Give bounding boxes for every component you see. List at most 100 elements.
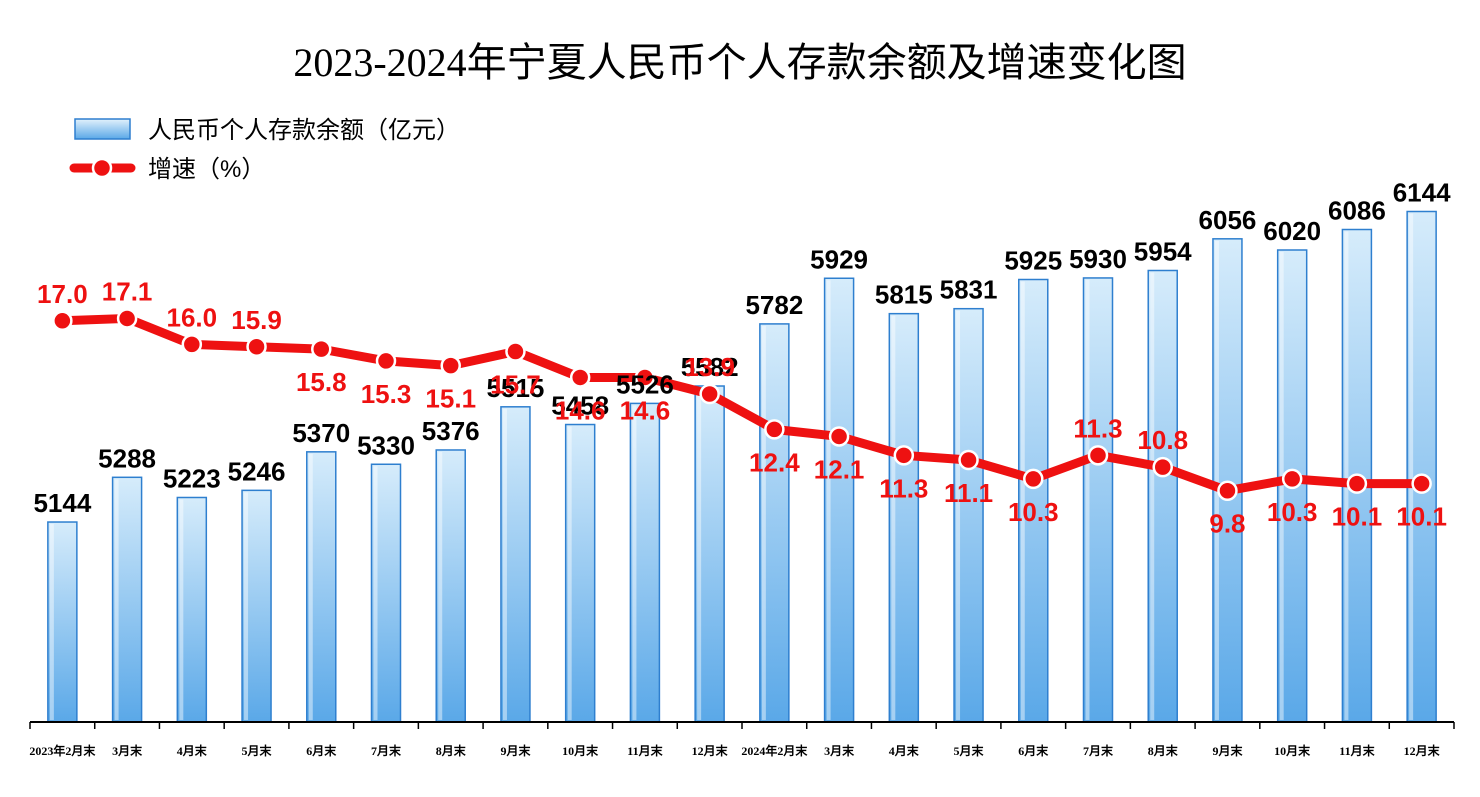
bar-value-label: 5376	[422, 416, 480, 446]
growth-value-label: 15.7	[490, 369, 541, 399]
x-tick-label: 12月末	[692, 743, 729, 758]
bar-value-label: 5370	[292, 418, 350, 448]
growth-point	[440, 355, 461, 376]
bar-highlight	[697, 388, 702, 720]
bar	[47, 521, 78, 723]
growth-value-label: 10.3	[1008, 497, 1059, 527]
x-tick-label: 6月末	[306, 743, 337, 758]
growth-point	[1087, 445, 1109, 466]
bar-value-label: 5930	[1069, 244, 1127, 274]
growth-point	[893, 445, 915, 466]
legend: 人民币个人存款余额（亿元） 增速（%）	[69, 117, 460, 183]
bar-value-label: 5246	[228, 456, 286, 486]
x-tick-label: 11月末	[627, 743, 663, 758]
growth-point	[1411, 473, 1432, 494]
bar-value-label: 5831	[940, 275, 998, 305]
bar-highlight	[1020, 281, 1025, 720]
x-tick-label: 9月末	[1212, 743, 1243, 758]
bar-highlight	[567, 426, 572, 720]
bar-highlight	[891, 315, 896, 720]
growth-value-label: 10.1	[1332, 502, 1383, 532]
bar	[888, 312, 920, 723]
growth-point	[1217, 480, 1238, 501]
bar	[306, 451, 337, 723]
bar-highlight	[761, 325, 766, 720]
x-tick-label: 4月末	[889, 743, 920, 758]
bar-highlight	[114, 479, 119, 720]
growth-value-label: 11.1	[944, 478, 993, 508]
x-tick-label: 7月末	[371, 743, 402, 758]
bar-highlight	[1085, 279, 1090, 720]
growth-value-label: 16.0	[167, 302, 218, 332]
bar-highlight	[1279, 252, 1284, 720]
growth-value-label: 17.1	[102, 276, 153, 306]
x-axis: 2023年2月末 3月末 4月末 5月末 6月末 7月末 8月末 9月末 10月末 11月末 12月…	[29, 721, 1455, 758]
bar	[629, 402, 661, 723]
bar-highlight	[1344, 231, 1349, 721]
bar-value-label: 6020	[1263, 216, 1321, 246]
growth-value-label: 15.9	[231, 305, 282, 335]
growth-value-label: 11.3	[879, 473, 928, 503]
growth-point	[634, 367, 656, 388]
legend-line-marker	[91, 157, 113, 179]
growth-point	[958, 449, 979, 471]
bar	[435, 449, 466, 723]
bar-highlight	[49, 524, 54, 720]
growth-point	[246, 336, 267, 358]
bar-highlight	[1150, 272, 1155, 720]
bar-highlight	[373, 466, 378, 720]
x-tick-label: 7月末	[1083, 743, 1114, 758]
bar-value-label: 5815	[875, 280, 933, 310]
growth-value-label: 10.1	[1396, 502, 1447, 532]
bar-value-label: 5925	[1004, 246, 1062, 276]
growth-point	[181, 334, 203, 355]
bar-value-label: 5515	[487, 373, 545, 403]
bar-highlight	[826, 280, 831, 720]
bar-highlight	[1214, 240, 1219, 721]
bar	[1018, 278, 1049, 723]
bar-highlight	[244, 492, 249, 720]
x-tick-label: 4月末	[177, 743, 208, 758]
bar-value-label: 6086	[1328, 196, 1386, 226]
x-tick-label: 10月末	[562, 743, 599, 758]
bar-highlight	[956, 310, 961, 720]
growth-point	[116, 308, 138, 329]
growth-value-label: 12.4	[749, 447, 800, 477]
growth-value-label: 10.8	[1137, 425, 1188, 455]
x-tick-label: 5月末	[242, 743, 273, 758]
x-tick-label: 10月末	[1274, 743, 1311, 758]
growth-value-label: 13.9	[684, 352, 735, 382]
x-tick-label: 11月末	[1339, 743, 1375, 758]
bar-value-label: 5144	[33, 488, 91, 518]
bar	[241, 489, 272, 723]
bar-value-label: 6144	[1393, 177, 1451, 207]
growth-value-label: 10.3	[1267, 497, 1318, 527]
bar-highlight	[1409, 213, 1414, 720]
x-tick-label: 3月末	[824, 743, 855, 758]
growth-point	[1152, 456, 1173, 478]
x-tick-label: 2024年2月末	[741, 743, 808, 758]
growth-value-label: 14.6	[620, 395, 671, 425]
growth-value-label: 9.8	[1209, 509, 1245, 539]
x-tick-label: 3月末	[112, 743, 143, 758]
growth-value-label: 11.3	[1073, 413, 1122, 443]
bar-series	[47, 210, 1437, 723]
growth-value-label: 15.8	[296, 367, 347, 397]
x-tick-label: 6月末	[1018, 743, 1049, 758]
bar-highlight	[502, 408, 507, 720]
x-tick-label: 12月末	[1404, 743, 1441, 758]
x-tick-label: 8月末	[1148, 743, 1179, 758]
bar	[1406, 210, 1437, 723]
x-tick-label: 8月末	[436, 743, 467, 758]
bar-value-label: 5782	[745, 290, 803, 320]
growth-line	[57, 313, 1427, 496]
growth-point	[505, 341, 526, 362]
growth-point	[1023, 468, 1044, 490]
line-series	[52, 308, 1432, 501]
growth-point	[311, 338, 332, 360]
growth-point	[699, 383, 720, 405]
growth-value-label: 14.6	[555, 395, 606, 425]
growth-point	[375, 350, 397, 372]
